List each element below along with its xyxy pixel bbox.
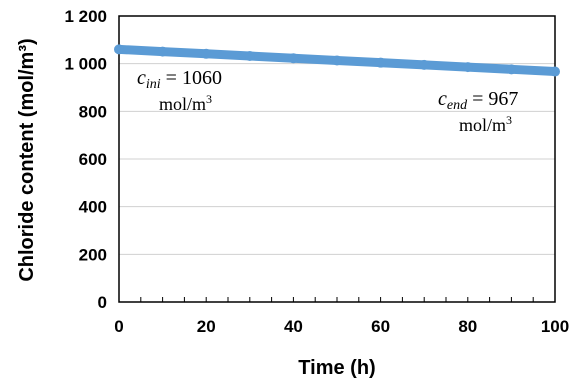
y-tick-label: 0	[98, 293, 107, 312]
x-tick-label: 0	[114, 317, 123, 336]
annotation-end-var: c	[438, 88, 447, 110]
annotation-initial-var: c	[137, 67, 146, 89]
x-tick-label: 20	[197, 317, 216, 336]
plot-area-border	[118, 15, 556, 303]
y-tick-label: 600	[79, 150, 107, 169]
x-tick-label: 80	[458, 317, 477, 336]
annotation-initial-unit: mol/m3	[159, 92, 212, 114]
x-tick-labels: 0 20 40 60 80 100	[114, 317, 569, 336]
annotation-end-sub: end	[447, 98, 468, 113]
x-tick-label: 40	[284, 317, 303, 336]
annotation-end-unit: mol/m3	[459, 113, 512, 135]
x-tick-label: 100	[541, 317, 569, 336]
y-tick-labels: 0 200 400 600 800 1 000 1 200	[64, 7, 107, 312]
annotation-end-label: cend = 967	[438, 88, 518, 113]
annotation-initial-unit-sup: 3	[206, 92, 212, 106]
y-tick-label: 800	[79, 102, 107, 121]
data-point	[244, 51, 255, 62]
annotation-end-unit-text: mol/m	[459, 115, 506, 135]
annotation-end-value: = 967	[467, 88, 518, 110]
annotation-end: cend = 967 mol/m3	[438, 88, 518, 135]
series-group	[114, 44, 560, 77]
y-tick-label: 200	[79, 245, 107, 264]
y-axis-title: Chloride content (mol/m³)	[16, 38, 38, 281]
data-point	[550, 66, 560, 77]
annotation-end-unit-sup: 3	[506, 113, 512, 127]
x-axis-title: Time (h)	[298, 357, 375, 379]
data-point	[201, 48, 212, 59]
y-tick-label: 1 000	[64, 55, 107, 74]
annotation-initial-label: cini = 1060	[137, 67, 222, 92]
annotation-initial-unit-text: mol/m	[159, 94, 206, 114]
data-point	[114, 44, 124, 55]
annotation-initial-value: = 1060	[161, 67, 222, 89]
data-point	[375, 57, 386, 68]
annotation-initial: cini = 1060 mol/m3	[137, 67, 222, 114]
data-point	[157, 46, 168, 57]
data-point	[332, 55, 342, 66]
data-point	[288, 53, 299, 64]
annotation-initial-sub: ini	[146, 77, 161, 92]
x-minor-ticks	[140, 297, 534, 302]
y-tick-label: 400	[79, 198, 107, 217]
y-tick-label: 1 200	[64, 7, 107, 26]
data-point	[419, 59, 430, 70]
x-tick-label: 60	[371, 317, 390, 336]
data-point	[462, 62, 473, 73]
data-point	[506, 64, 517, 75]
